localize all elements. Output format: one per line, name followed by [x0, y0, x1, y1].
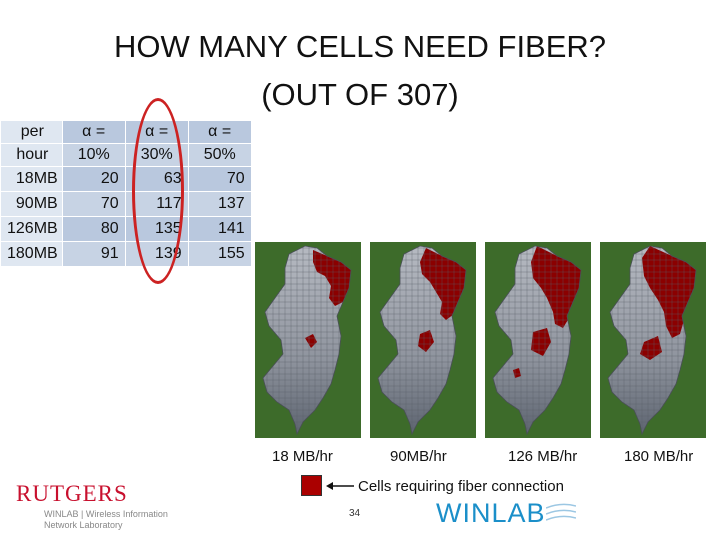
winlab-logo: WINLAB [436, 498, 546, 528]
table-row-label: 180MB [0, 241, 63, 267]
nj-map-3 [485, 242, 591, 438]
legend-swatch [301, 475, 322, 496]
rutgers-logo: RUTGERS [16, 481, 128, 506]
table-row: 90MB 70 117 137 [0, 191, 252, 217]
table-header-cell: 10% [61, 143, 126, 167]
table-row: 180MB 91 139 155 [0, 241, 252, 267]
nj-map-2 [370, 242, 476, 438]
legend-label: Cells requiring fiber connection [358, 478, 564, 495]
fiber-table: per α = α = α = hour 10% 30% 50% 18MB 20… [0, 120, 252, 267]
table-header-row: hour 10% 30% 50% [0, 143, 252, 167]
table-row-label: 18MB [0, 166, 63, 192]
arrow-icon [326, 482, 354, 490]
table-cell: 137 [187, 191, 252, 217]
table-header-cell: per [0, 120, 63, 144]
table-row: 18MB 20 63 70 [0, 166, 252, 192]
table-row-label: 90MB [0, 191, 63, 217]
table-row: 126MB 80 135 141 [0, 216, 252, 242]
table-cell: 141 [187, 216, 252, 242]
state-outline [377, 245, 467, 436]
winlab-subtitle-line: Network Laboratory [44, 520, 123, 530]
table-header-cell: hour [0, 143, 63, 167]
table-cell: 155 [187, 241, 252, 267]
page-number: 34 [349, 508, 361, 519]
table-header-cell: α = [61, 120, 126, 144]
fiber-region [513, 246, 581, 378]
table-cell: 80 [61, 216, 126, 242]
title-line-2: (OUT OF 307) [261, 77, 459, 112]
table-cell: 20 [61, 166, 126, 192]
table-cell: 70 [61, 191, 126, 217]
map-caption: 18 MB/hr [272, 448, 333, 465]
table-header-cell: 50% [187, 143, 252, 167]
fiber-region [305, 250, 351, 348]
title-line-1: HOW MANY CELLS NEED FIBER? [113, 29, 607, 64]
nj-map-1 [255, 242, 361, 438]
highlight-ellipse [132, 98, 184, 284]
map-caption: 126 MB/hr [508, 448, 578, 465]
state-outline [607, 245, 697, 436]
winlab-subtitle-line: WINLAB | Wireless Information [44, 509, 168, 519]
map-caption: 90MB/hr [390, 448, 447, 465]
state-outline [492, 245, 582, 436]
table-cell: 91 [61, 241, 126, 267]
table-header-row: per α = α = α = [0, 120, 252, 144]
table-header-cell: α = [187, 120, 252, 144]
nj-map-4 [600, 242, 706, 438]
winlab-subtitle: WINLAB | Wireless Information Network La… [44, 509, 184, 531]
table-cell: 70 [187, 166, 252, 192]
map-caption: 180 MB/hr [624, 448, 694, 465]
table-row-label: 126MB [0, 216, 63, 242]
state-outline [262, 245, 352, 436]
winlab-lines-icon [546, 503, 576, 521]
